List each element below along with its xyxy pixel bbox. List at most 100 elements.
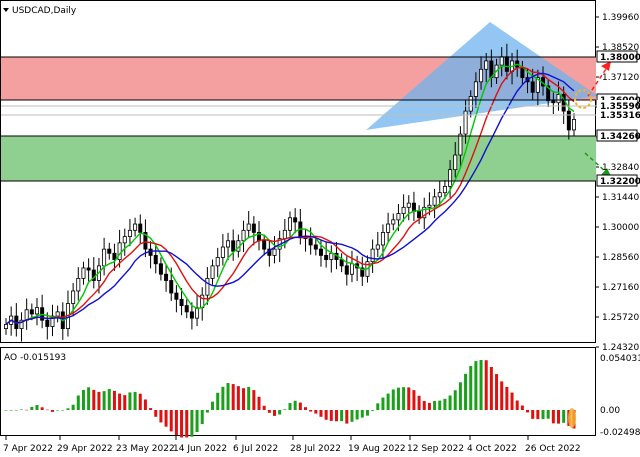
candle-body xyxy=(169,280,174,294)
candle-body xyxy=(174,292,179,300)
candle-body xyxy=(329,252,334,260)
candle-body xyxy=(220,246,225,258)
ao-bar xyxy=(288,403,292,410)
candle-body xyxy=(262,240,267,250)
ao-bar xyxy=(495,374,499,410)
ao-bar xyxy=(283,409,287,410)
candle-body xyxy=(184,305,189,313)
candle-body xyxy=(29,309,34,315)
ao-bar xyxy=(45,409,49,411)
ao-bar xyxy=(278,410,282,415)
ao-histogram xyxy=(4,359,576,438)
candle-body xyxy=(76,278,81,292)
candle-body xyxy=(205,278,210,296)
candle-body xyxy=(484,60,489,70)
level-label: 1.34260 xyxy=(600,132,640,142)
support-zone xyxy=(1,136,596,181)
ao-bar xyxy=(381,397,385,410)
ao-bar xyxy=(541,410,545,420)
candle-body xyxy=(324,255,329,260)
price-tick-label: 1.37120 xyxy=(602,73,639,83)
ao-highlight-oval xyxy=(568,408,576,428)
dropdown-triangle-icon[interactable] xyxy=(3,8,9,12)
candle-body xyxy=(401,206,406,214)
ao-bar xyxy=(143,399,147,410)
date-tick-label: 23 May 2022 xyxy=(116,444,175,454)
ao-bar xyxy=(417,395,421,410)
ao-bar xyxy=(427,402,431,410)
ao-bar xyxy=(386,393,390,410)
candle-body xyxy=(45,319,50,327)
ao-bar xyxy=(247,386,251,410)
ma-fast-line xyxy=(5,63,575,325)
ao-bar xyxy=(4,410,8,411)
ao-bar xyxy=(252,390,256,410)
ao-bar xyxy=(76,395,80,410)
ao-bar xyxy=(257,396,261,410)
ao-bar xyxy=(334,410,338,422)
level-label-box xyxy=(596,50,638,63)
ao-bar xyxy=(371,410,375,411)
candle-body xyxy=(479,68,484,83)
ma-mid-line xyxy=(5,66,575,325)
ao-bar xyxy=(262,405,266,410)
level-label: 1.38000 xyxy=(600,53,640,63)
ma-slow-line xyxy=(5,72,575,325)
ao-bar xyxy=(551,410,555,424)
ao-bar xyxy=(329,410,333,421)
candle-body xyxy=(499,56,504,66)
candle-body xyxy=(339,259,344,267)
ao-bar xyxy=(407,387,411,410)
candle-body xyxy=(422,206,427,219)
ao-bar xyxy=(112,390,116,410)
ao-bar xyxy=(355,410,359,420)
candle-body xyxy=(86,267,91,271)
ao-bar xyxy=(402,387,406,410)
candle-body xyxy=(189,311,194,319)
price-tick-label: 1.25720 xyxy=(602,313,639,323)
ao-bar xyxy=(319,410,323,417)
ao-bar xyxy=(242,388,246,410)
ao-bar xyxy=(19,409,23,410)
candle-body xyxy=(453,154,458,171)
candle-body xyxy=(287,217,292,231)
candle-body xyxy=(437,192,442,198)
date-tick-label: 26 Oct 2022 xyxy=(525,444,581,454)
date-tick-label: 28 Jul 2022 xyxy=(290,444,341,454)
ao-bar xyxy=(211,401,215,410)
ao-bar xyxy=(458,382,462,410)
ao-bar xyxy=(118,393,122,410)
candle-body xyxy=(4,324,9,329)
candle-body xyxy=(210,265,215,279)
candle-body xyxy=(556,93,561,104)
ao-bar xyxy=(154,410,158,417)
ao-bar xyxy=(443,398,447,410)
candle-body xyxy=(308,238,313,246)
ao-bar xyxy=(453,390,457,410)
ao-bar xyxy=(479,359,483,410)
candle-body xyxy=(546,85,551,102)
candle-body xyxy=(344,265,349,275)
ao-bar xyxy=(365,410,369,416)
ao-bar xyxy=(9,410,13,411)
candle-body xyxy=(122,236,127,244)
candle-body xyxy=(530,81,535,93)
candle-body xyxy=(411,202,416,212)
candle-body xyxy=(349,263,354,275)
ao-bar xyxy=(474,361,478,410)
ao-bar xyxy=(438,400,442,410)
candle-body xyxy=(463,110,468,135)
ao-bar xyxy=(505,386,509,410)
ao-bar xyxy=(107,388,111,410)
level-labels: 1.380001.360001.355901.353161.342601.322… xyxy=(596,50,640,187)
candle-body xyxy=(246,223,251,231)
candle-body xyxy=(195,307,200,319)
symbol-title: USDCAD,Daily xyxy=(12,6,77,16)
ao-bar xyxy=(231,384,235,410)
ao-bar xyxy=(536,410,540,420)
ao-bar xyxy=(526,410,530,413)
ao-bar xyxy=(185,410,189,438)
candle-body xyxy=(81,267,86,279)
date-tick-label: 19 Aug 2022 xyxy=(348,444,406,454)
